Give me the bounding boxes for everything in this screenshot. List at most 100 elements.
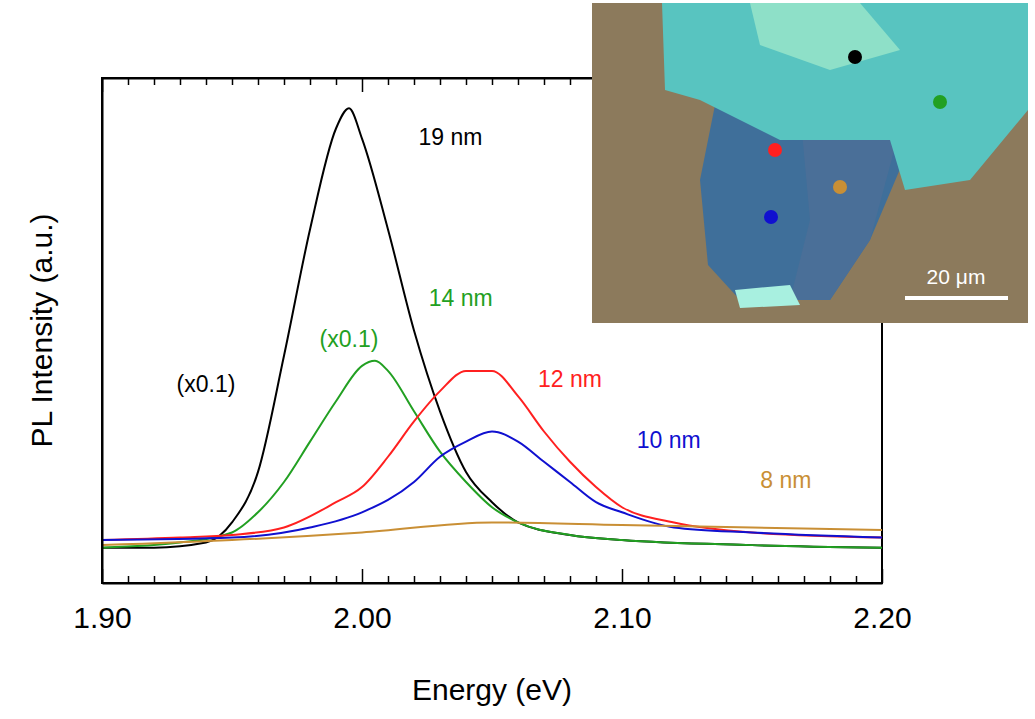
scale-bar xyxy=(905,296,1008,300)
minor-tick xyxy=(466,78,467,85)
minor-tick-mark xyxy=(544,576,546,583)
spectrum-line xyxy=(102,361,882,548)
x-tick-mark xyxy=(362,78,364,92)
minor-tick-mark xyxy=(128,576,130,583)
measurement-spot xyxy=(768,143,782,157)
x-axis-title: Energy (eV) xyxy=(412,673,572,706)
measurement-spot xyxy=(764,210,778,224)
minor-tick-mark xyxy=(648,576,650,583)
minor-tick-mark xyxy=(466,576,468,583)
minor-tick xyxy=(830,576,831,583)
minor-tick xyxy=(518,576,519,583)
minor-tick-mark xyxy=(232,576,234,583)
minor-tick-mark xyxy=(596,576,598,583)
minor-tick-mark xyxy=(778,576,780,583)
minor-tick-mark xyxy=(830,576,832,583)
minor-tick xyxy=(440,576,441,583)
minor-tick-mark xyxy=(492,78,494,85)
minor-tick-mark xyxy=(674,576,676,583)
minor-tick-mark xyxy=(466,78,468,85)
inset-content xyxy=(592,3,1028,323)
x-tick: 2.10 xyxy=(593,569,651,634)
minor-tick xyxy=(570,78,571,85)
minor-tick xyxy=(518,78,519,85)
measurement-spot xyxy=(933,95,947,109)
minor-tick-mark xyxy=(232,78,234,85)
flake-thick xyxy=(662,3,1028,190)
y-axis-title: PL Intensity (a.u.) xyxy=(25,214,58,448)
minor-tick xyxy=(258,576,259,583)
minor-tick-mark xyxy=(856,576,858,583)
measurement-spot xyxy=(848,50,862,64)
minor-tick-mark xyxy=(804,576,806,583)
minor-tick-mark xyxy=(258,78,260,85)
minor-tick-mark xyxy=(258,576,260,583)
minor-tick-mark xyxy=(206,78,208,85)
inset-background xyxy=(592,3,1028,323)
series-label: 12 nm xyxy=(538,366,602,392)
x-tick-label: 2.00 xyxy=(333,601,391,634)
minor-tick-mark xyxy=(700,576,702,583)
minor-tick xyxy=(388,576,389,583)
minor-tick xyxy=(414,78,415,85)
x-tick-top xyxy=(362,78,363,92)
minor-tick xyxy=(284,78,285,85)
minor-tick xyxy=(674,576,675,583)
scale-bar-label: 20 μm xyxy=(927,265,986,288)
minor-tick xyxy=(310,576,311,583)
x-axis: 1.902.002.102.20 xyxy=(73,569,911,634)
flake-thick-light xyxy=(750,3,900,70)
minor-tick xyxy=(492,576,493,583)
minor-tick xyxy=(206,576,207,583)
x-tick-mark xyxy=(362,569,364,583)
minor-tick xyxy=(180,576,181,583)
x-tick-mark xyxy=(622,569,624,583)
minor-tick-mark xyxy=(414,576,416,583)
minor-tick xyxy=(752,576,753,583)
minor-tick xyxy=(778,576,779,583)
annotation: (x0.1) xyxy=(177,371,236,397)
minor-tick-mark xyxy=(154,576,156,583)
minor-tick xyxy=(544,576,545,583)
measurement-spot xyxy=(833,180,847,194)
minor-tick-mark xyxy=(440,576,442,583)
minor-tick xyxy=(336,576,337,583)
minor-tick-mark xyxy=(388,576,390,583)
minor-tick xyxy=(284,576,285,583)
y-axis-line xyxy=(102,79,104,584)
minor-tick-mark xyxy=(310,78,312,85)
minor-tick xyxy=(596,576,597,583)
minor-tick-mark xyxy=(284,78,286,85)
minor-tick-mark xyxy=(726,576,728,583)
minor-tick xyxy=(206,78,207,85)
series-label: 19 nm xyxy=(418,124,482,150)
minor-tick xyxy=(336,78,337,85)
minor-tick-mark xyxy=(284,576,286,583)
x-tick-mark xyxy=(882,569,884,583)
x-tick-label: 2.10 xyxy=(593,601,651,634)
minor-tick-mark xyxy=(544,78,546,85)
minor-tick-mark xyxy=(414,78,416,85)
minor-tick-mark xyxy=(310,576,312,583)
minor-tick xyxy=(466,576,467,583)
minor-tick-mark xyxy=(154,78,156,85)
series-label: 14 nm xyxy=(429,285,493,311)
minor-tick-mark xyxy=(388,78,390,85)
minor-tick xyxy=(154,576,155,583)
minor-tick xyxy=(492,78,493,85)
minor-tick xyxy=(258,78,259,85)
minor-tick xyxy=(700,576,701,583)
minor-tick-mark xyxy=(128,78,130,85)
minor-tick-mark xyxy=(180,576,182,583)
minor-tick xyxy=(180,78,181,85)
series-label: 8 nm xyxy=(760,467,811,493)
series-label: 10 nm xyxy=(637,427,701,453)
minor-tick xyxy=(570,576,571,583)
minor-tick-mark xyxy=(180,78,182,85)
x-tick-label: 2.20 xyxy=(853,601,911,634)
minor-tick xyxy=(726,576,727,583)
minor-tick xyxy=(388,78,389,85)
spectrum-line xyxy=(102,432,882,541)
minor-tick xyxy=(414,576,415,583)
inset-image xyxy=(592,3,1028,323)
